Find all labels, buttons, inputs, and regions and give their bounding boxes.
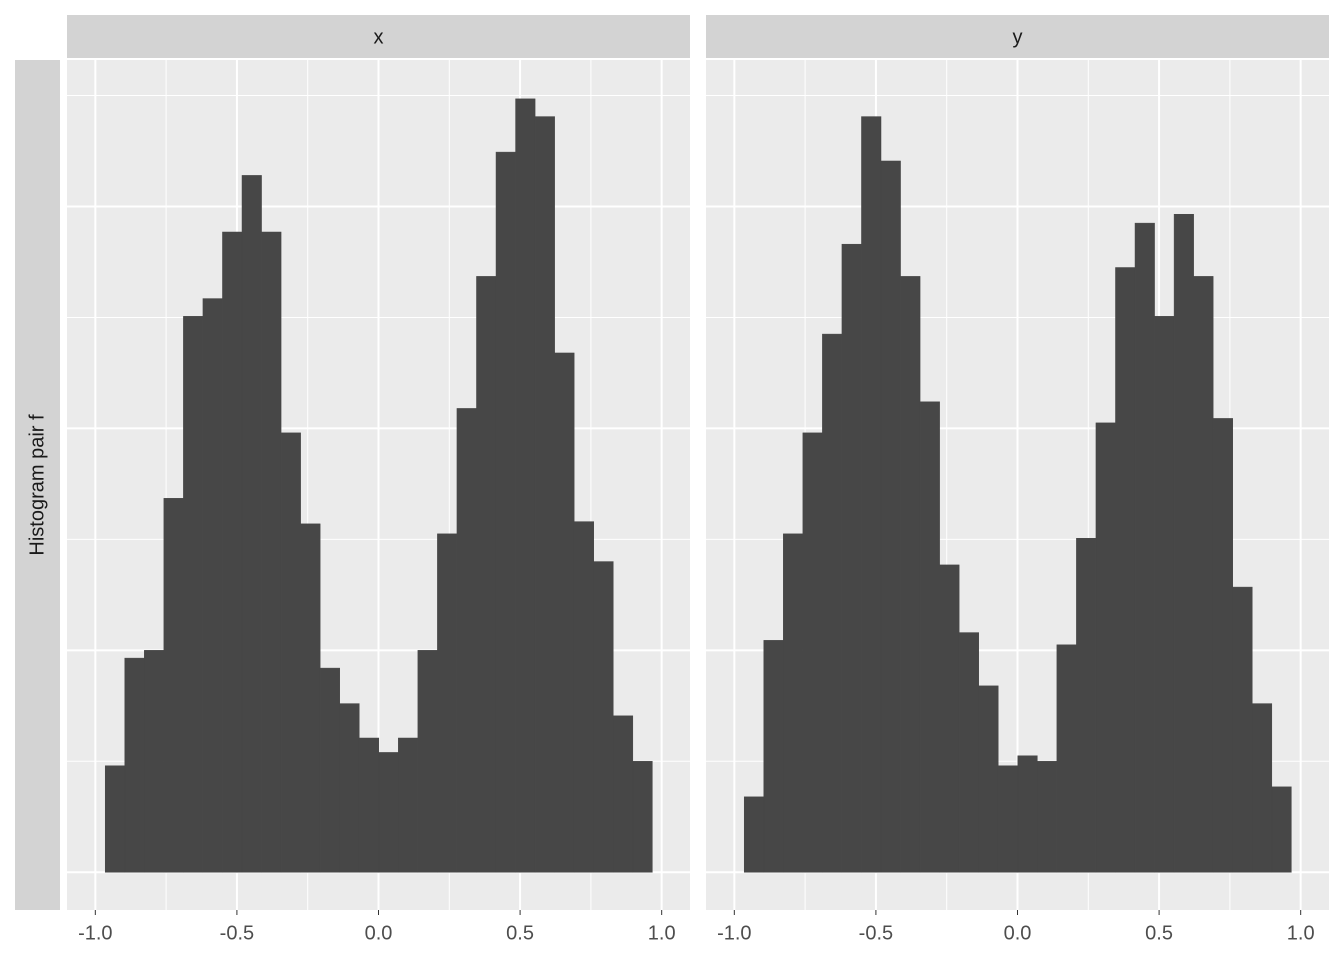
row-strip (15, 60, 60, 910)
bar (593, 561, 614, 873)
bar (1252, 703, 1273, 873)
bar (222, 231, 243, 873)
bar (1154, 316, 1175, 873)
bar (1193, 276, 1214, 873)
bar (476, 276, 497, 873)
bar (437, 533, 458, 873)
bar (997, 765, 1019, 873)
bar (241, 175, 262, 873)
bar (1134, 222, 1155, 873)
bar (319, 667, 340, 873)
bar (939, 564, 960, 873)
bar (144, 650, 165, 873)
bar (1017, 755, 1038, 873)
x-tick-label: 0.0 (1004, 922, 1032, 944)
bar (822, 333, 843, 873)
bar (900, 276, 921, 873)
bar (841, 243, 862, 873)
bar (1212, 418, 1233, 873)
bar (300, 523, 321, 873)
bar (554, 352, 575, 873)
bar (1056, 644, 1077, 873)
bar (573, 521, 594, 873)
bar (398, 737, 419, 873)
bar (1076, 538, 1097, 873)
bar (1115, 267, 1136, 873)
panel-strip (706, 15, 1329, 58)
panel-title: y (1013, 26, 1023, 48)
bar (1095, 422, 1116, 873)
x-tick-label: -1.0 (78, 922, 112, 944)
bar (339, 703, 360, 873)
bar (183, 316, 204, 873)
bar (1271, 786, 1292, 873)
x-tick-label: 0.5 (1145, 922, 1173, 944)
x-tick-label: -0.5 (220, 922, 254, 944)
bar (534, 116, 555, 873)
bar (124, 657, 145, 873)
x-tick-label: -0.5 (859, 922, 893, 944)
bar (202, 298, 223, 873)
x-tick-label: 0.0 (365, 922, 393, 944)
bar (378, 752, 399, 873)
x-tick-label: -1.0 (717, 922, 751, 944)
bar (515, 98, 536, 873)
bar (104, 765, 126, 873)
bar (1173, 213, 1194, 873)
x-tick-label: 1.0 (648, 922, 676, 944)
bar (783, 533, 804, 873)
bar (456, 408, 477, 873)
bar (1232, 586, 1253, 873)
bar (1037, 761, 1058, 873)
x-tick-label: 0.5 (506, 922, 534, 944)
bar (978, 685, 999, 873)
bar (613, 715, 634, 873)
bar (495, 151, 516, 873)
bar (261, 231, 282, 873)
bar (763, 640, 784, 873)
bar (958, 632, 979, 873)
bar (632, 761, 653, 873)
panel-strip (67, 15, 690, 58)
panel-title: x (374, 26, 384, 48)
x-tick-label: 1.0 (1287, 922, 1315, 944)
row-label: Histogram pair f (26, 414, 48, 556)
bar (919, 401, 940, 873)
bar (743, 796, 765, 873)
bar (861, 116, 882, 873)
bar (417, 650, 438, 873)
bar (280, 432, 301, 873)
bar (358, 737, 380, 873)
bar (163, 498, 184, 873)
bar (880, 160, 901, 873)
bar (802, 432, 823, 873)
